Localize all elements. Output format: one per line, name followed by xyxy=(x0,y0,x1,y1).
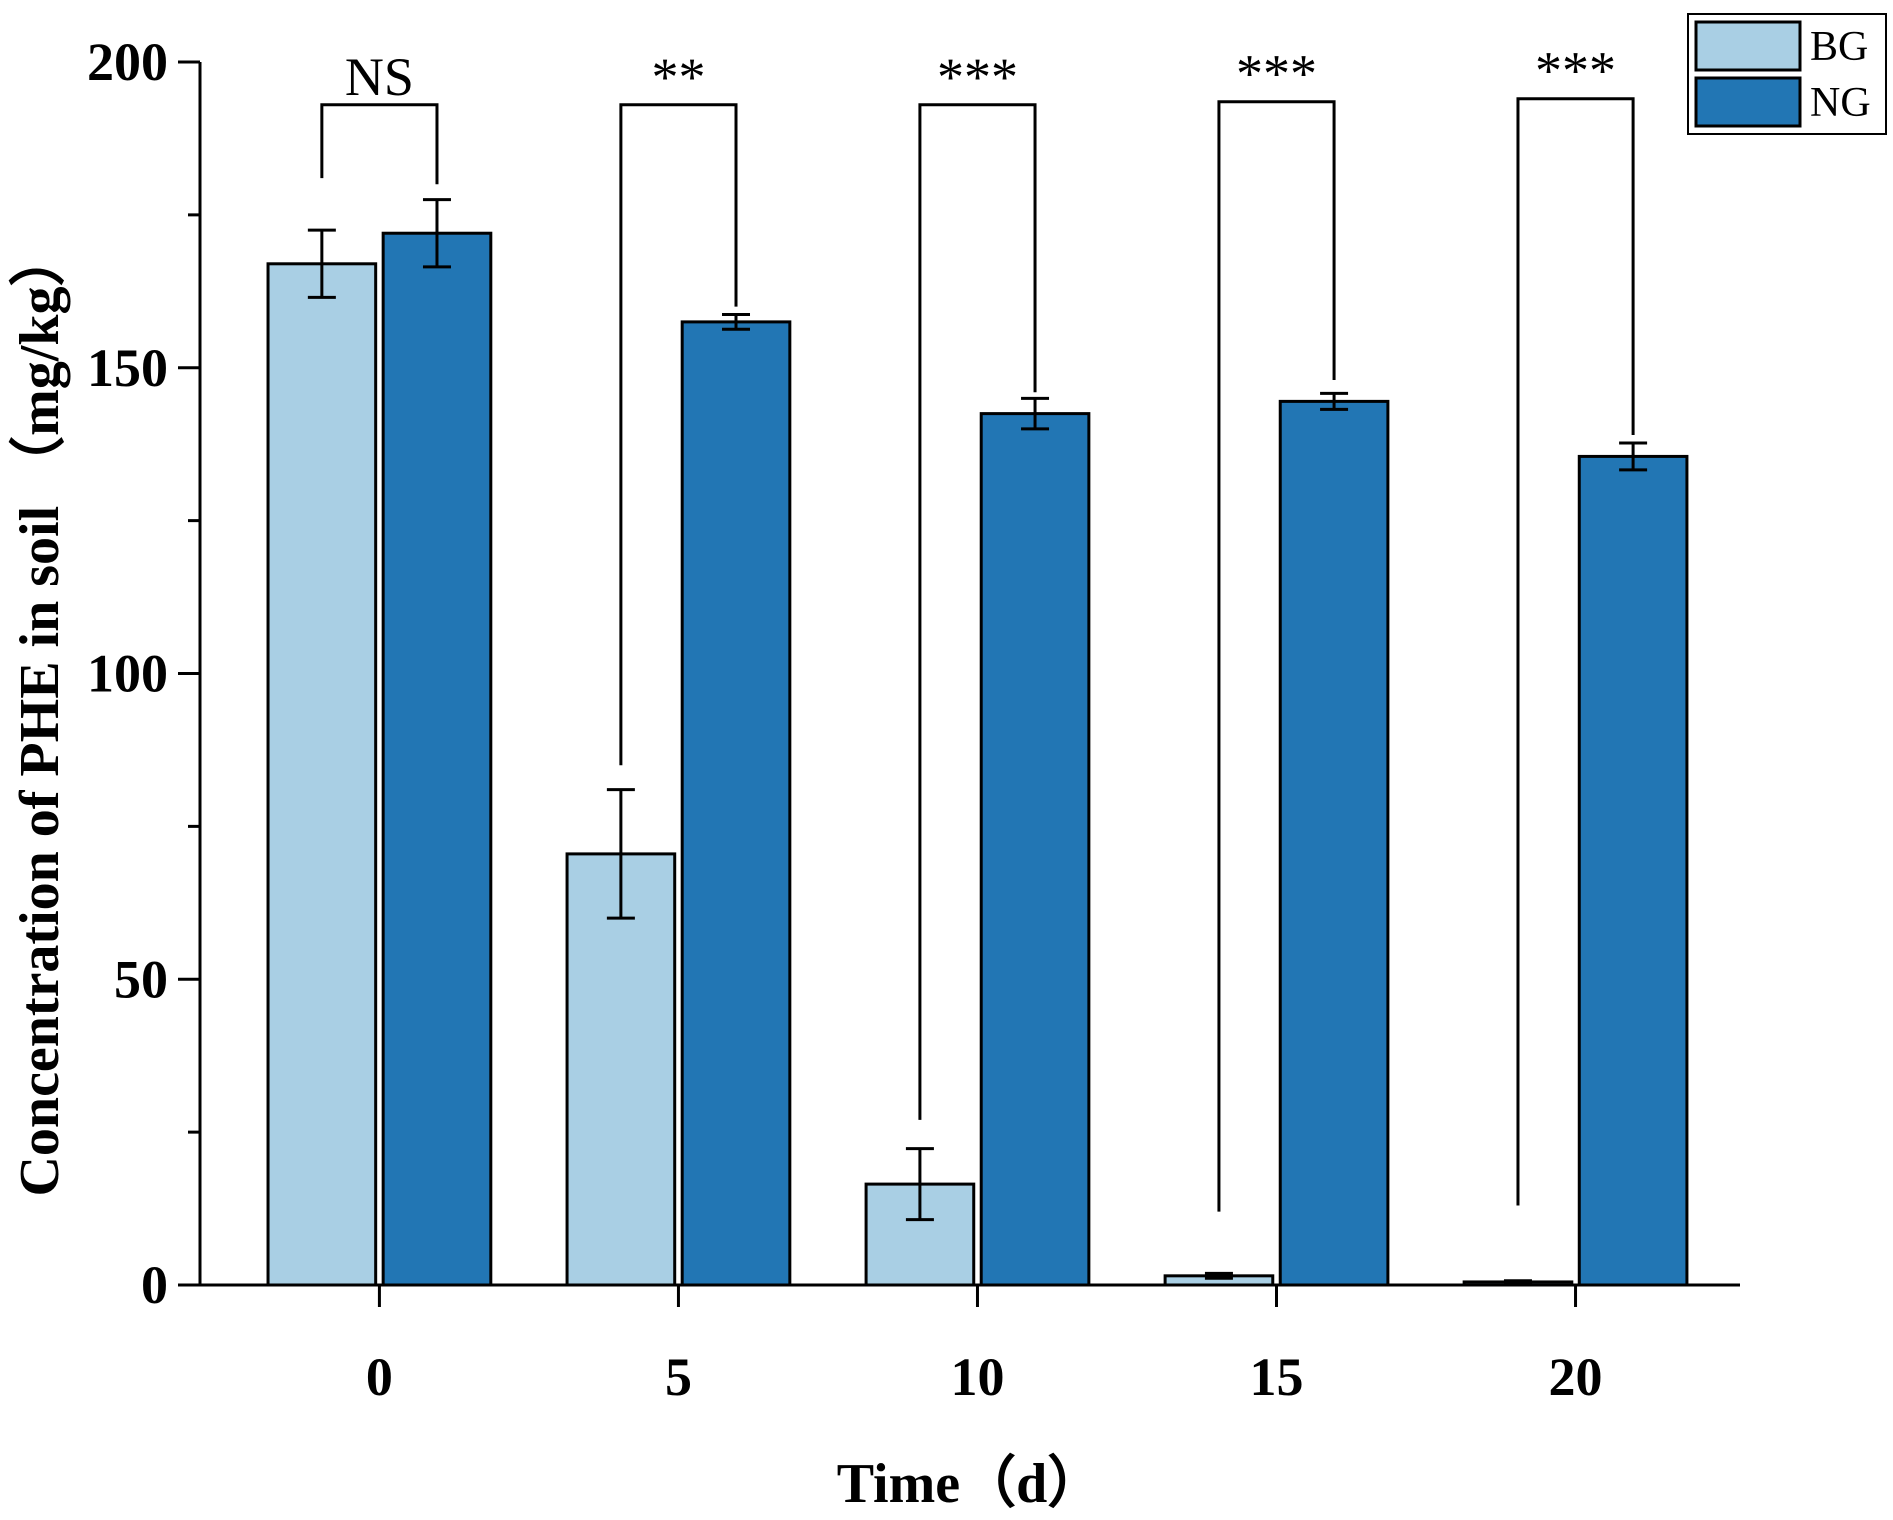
x-tick-label-15: 15 xyxy=(1250,1347,1304,1407)
error-bar-ng-day-10 xyxy=(1021,396,1050,431)
error-bar-bg-day-15 xyxy=(1204,1271,1233,1280)
significance-bracket-line xyxy=(1516,97,1635,1206)
error-bar-ng-day-5 xyxy=(722,313,751,331)
error-bar-ng-day-15 xyxy=(1320,391,1349,411)
error-bar-bg-day-5 xyxy=(606,788,635,920)
significance-bracket-day-10: *** xyxy=(918,47,1037,1120)
significance-bracket-line xyxy=(619,103,738,766)
significance-bracket-line xyxy=(1217,100,1336,1212)
bar-bg-day-5 xyxy=(565,852,677,1287)
y-tick-label-100: 100 xyxy=(87,644,168,704)
axes-group: 0 50 100 150 200 0 5 10 15 20 xyxy=(87,32,1740,1407)
y-tick-label-50: 50 xyxy=(114,949,168,1009)
y-axis-title: Concentration of PHE in soil （mg/kg） xyxy=(8,230,71,1196)
legend-label-bg: BG xyxy=(1810,24,1868,70)
error-bar-ng-day-20 xyxy=(1619,441,1648,472)
significance-label: *** xyxy=(937,47,1018,107)
significance-label: NS xyxy=(345,47,414,107)
significance-bracket-day-5: ** xyxy=(619,47,738,766)
legend-label-ng: NG xyxy=(1810,80,1871,126)
y-tick-label-200: 200 xyxy=(87,32,168,92)
error-bar-bg-day-20 xyxy=(1503,1279,1532,1285)
error-bar-bg-day-10 xyxy=(905,1147,934,1222)
significance-bracket-day-0: NS xyxy=(320,47,439,185)
significance-label: ** xyxy=(651,47,705,107)
legend-swatch-bg xyxy=(1694,20,1802,72)
bar-ng-day-10 xyxy=(979,412,1091,1287)
error-bar-ng-day-0 xyxy=(422,198,451,269)
significance-bracket-day-15: *** xyxy=(1217,44,1336,1212)
significance-bracket-day-20: *** xyxy=(1516,41,1635,1206)
significance-label: *** xyxy=(1535,41,1616,101)
x-tick-label-0: 0 xyxy=(366,1347,393,1407)
bars-group xyxy=(266,231,1689,1287)
x-tick-label-20: 20 xyxy=(1549,1347,1603,1407)
bar-ng-day-0 xyxy=(381,231,493,1287)
significance-group: NS ** *** *** *** xyxy=(320,41,1635,1212)
error-bar-bg-day-0 xyxy=(307,228,336,299)
bar-bg-day-0 xyxy=(266,262,378,1287)
bar-ng-day-5 xyxy=(680,320,792,1287)
bar-ng-day-20 xyxy=(1577,454,1689,1287)
x-axis-title: Time（d） xyxy=(837,1452,1104,1515)
error-bars-group xyxy=(307,198,1648,1285)
y-tick-label-0: 0 xyxy=(141,1255,168,1315)
significance-bracket-line xyxy=(918,103,1037,1120)
x-tick-label-5: 5 xyxy=(665,1347,692,1407)
significance-bracket-line xyxy=(320,103,439,185)
legend-swatch-ng xyxy=(1694,76,1802,128)
significance-label: *** xyxy=(1236,44,1317,104)
x-tick-label-10: 10 xyxy=(950,1347,1004,1407)
legend: BG NG xyxy=(1687,13,1887,135)
bar-ng-day-15 xyxy=(1278,399,1390,1287)
y-tick-label-150: 150 xyxy=(87,338,168,398)
